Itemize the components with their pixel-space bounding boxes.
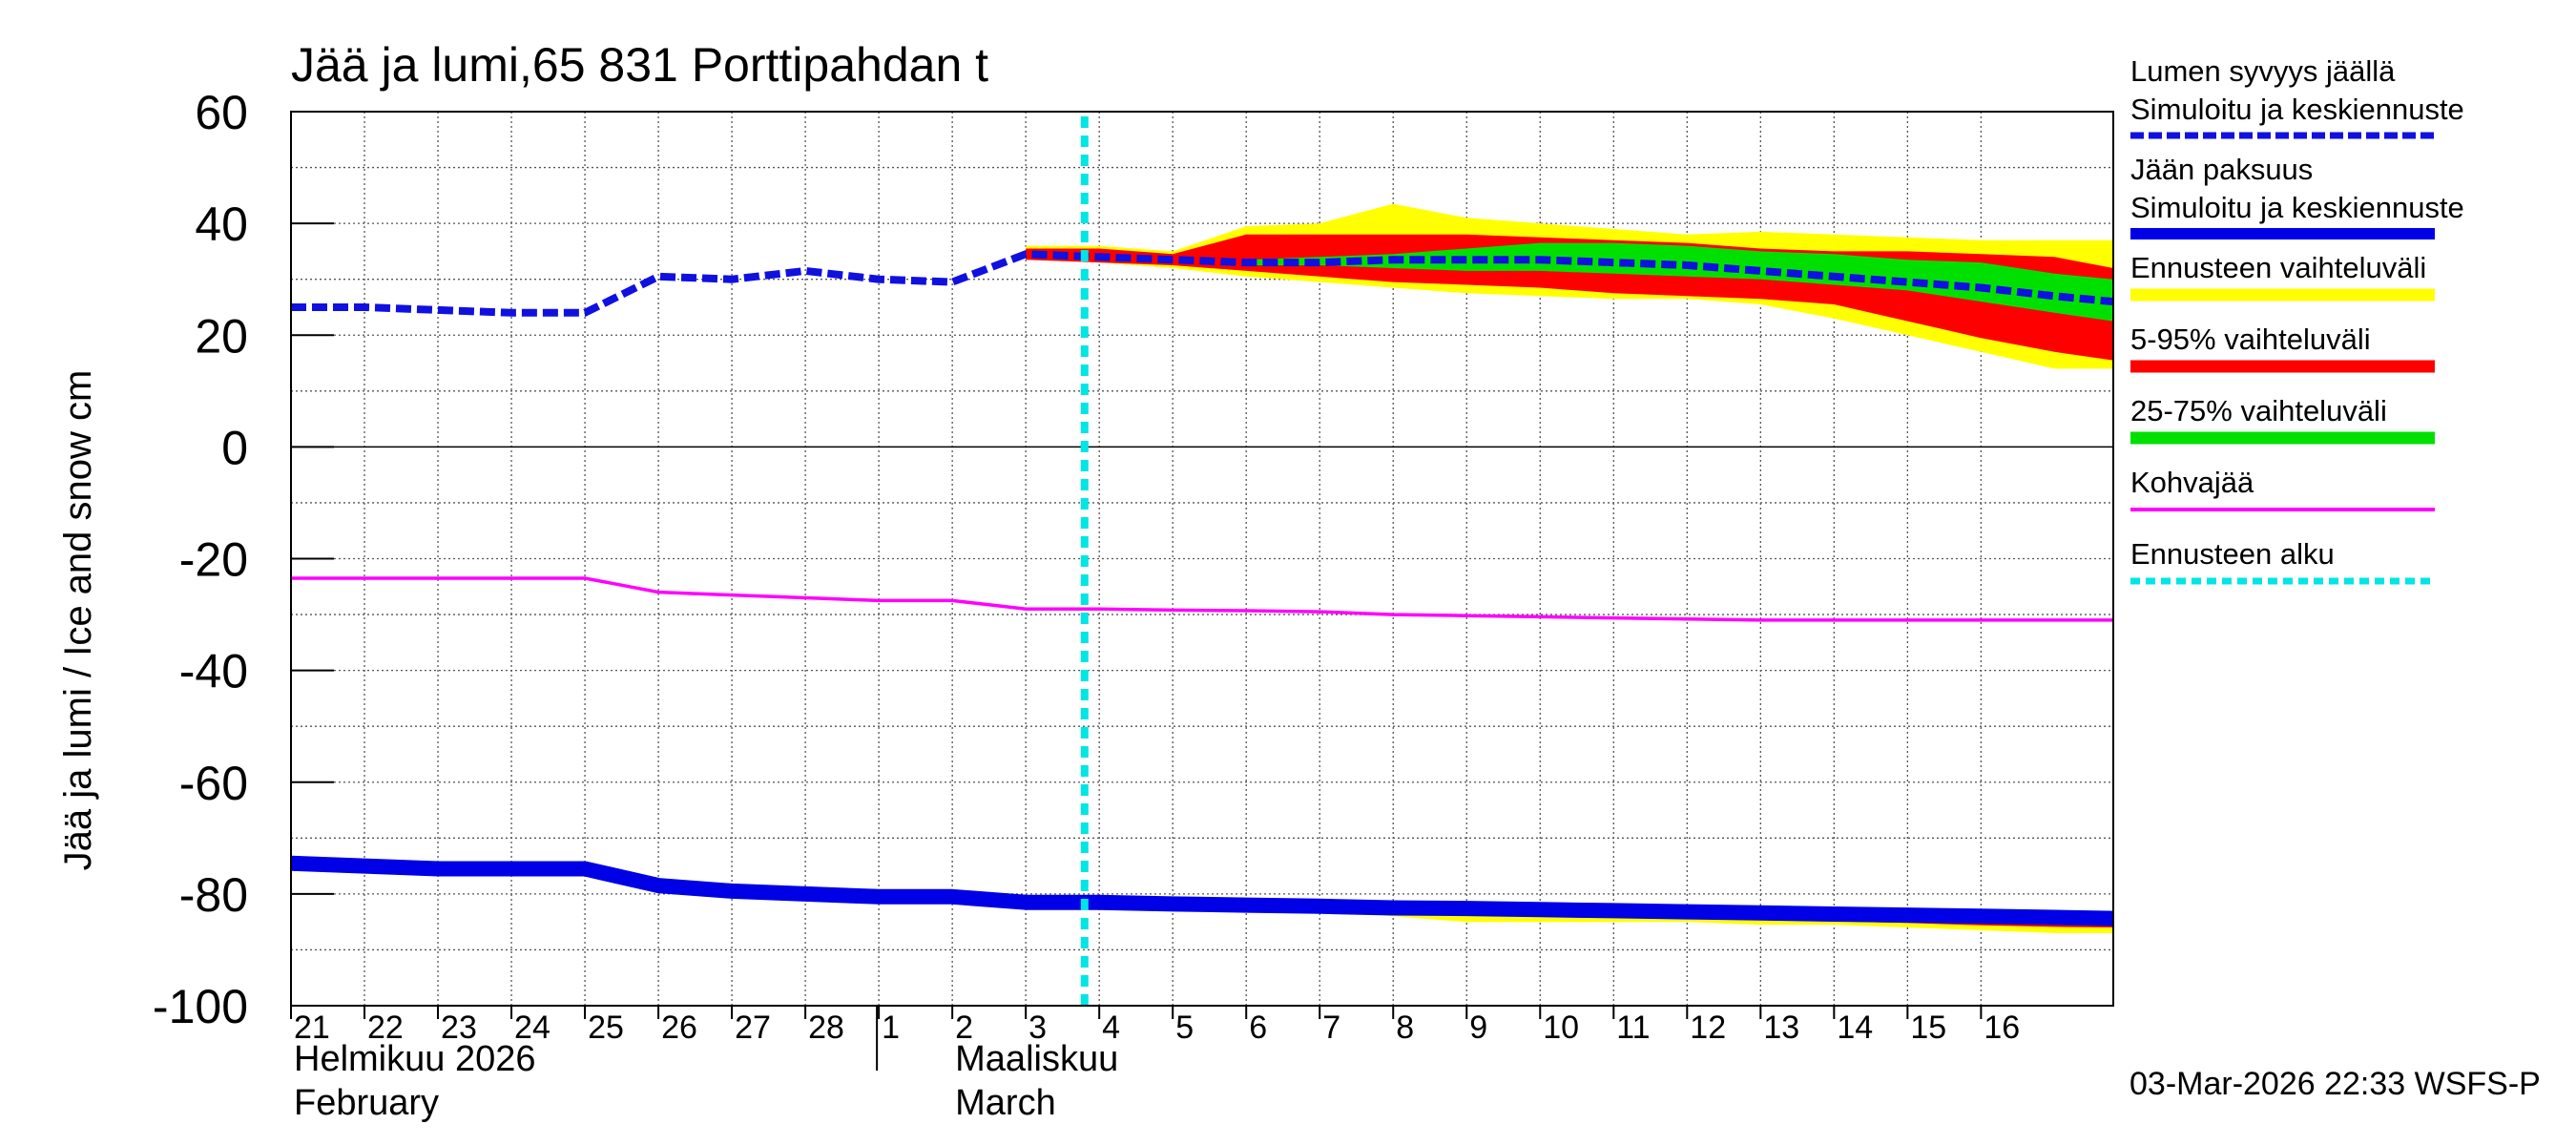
legend-label: Ennusteen vaihteluväli: [2130, 251, 2426, 284]
x-tick-label: 4: [1102, 1010, 1120, 1046]
y-tick-label: 0: [221, 421, 248, 474]
legend-label: 25-75% vaihteluväli: [2130, 394, 2387, 427]
y-tick-label: -60: [179, 757, 248, 810]
x-tick-label: 11: [1616, 1010, 1650, 1046]
ice-range-full-band: [1026, 902, 2113, 933]
x-tick-label: 8: [1396, 1010, 1414, 1046]
x-tick-label: 1: [882, 1010, 900, 1046]
snow-depth-line: [291, 250, 2114, 317]
y-axis-label: Jää ja lumi / Ice and snow cm: [57, 370, 99, 871]
y-tick-label: -20: [179, 533, 248, 587]
x-tick-label: 21: [294, 1010, 330, 1046]
x-tick-label: 16: [1984, 1010, 2020, 1046]
x-tick-label: 26: [661, 1010, 697, 1046]
y-tick-label: -80: [179, 868, 248, 922]
x-tick-label: 22: [367, 1010, 404, 1046]
legend-label: Lumen syvyys jäällä: [2130, 54, 2396, 88]
month-label-en: February: [294, 1083, 439, 1123]
x-tick-label: 15: [1910, 1010, 1946, 1046]
x-tick-label: 13: [1763, 1010, 1799, 1046]
month-label-en: March: [955, 1083, 1056, 1123]
slush-ice-line: [291, 576, 2113, 622]
y-tick-label: -100: [153, 980, 248, 1033]
month-label-fi: Maaliskuu: [955, 1039, 1118, 1079]
x-tick-label: 12: [1690, 1010, 1726, 1046]
timestamp: 03-Mar-2026 22:33 WSFS-P: [2129, 1066, 2541, 1102]
x-tick-label: 27: [735, 1010, 771, 1046]
x-tick-label: 23: [441, 1010, 477, 1046]
y-tick-label: 20: [195, 309, 248, 363]
ice-thickness-line: [290, 855, 2114, 926]
x-tick-label: 25: [588, 1010, 624, 1046]
legend: Lumen syvyys jäällä Simuloitu ja keskienn…: [2130, 54, 2464, 585]
x-tick-label: 28: [808, 1010, 844, 1046]
legend-label: Kohvajää: [2130, 466, 2254, 499]
y-tick-label: 40: [195, 198, 248, 251]
x-tick-label: 10: [1543, 1010, 1579, 1046]
x-tick-label: 5: [1175, 1010, 1194, 1046]
x-tick-label: 2: [955, 1010, 973, 1046]
legend-label: 5-95% vaihteluväli: [2130, 323, 2371, 356]
x-tick-label: 6: [1249, 1010, 1267, 1046]
legend-label: Jään paksuus: [2130, 153, 2313, 186]
x-tick-label: 3: [1028, 1010, 1047, 1046]
legend-label: Ennusteen alku: [2130, 537, 2335, 571]
month-label-fi: Helmikuu 2026: [294, 1039, 535, 1079]
x-tick-label: 24: [514, 1010, 551, 1046]
chart-title: Jää ja lumi,65 831 Porttipahdan t: [291, 38, 988, 92]
y-tick-label: 60: [195, 86, 248, 139]
legend-label: Simuloitu ja keskiennuste: [2130, 191, 2464, 224]
legend-label: Simuloitu ja keskiennuste: [2130, 93, 2464, 126]
x-tick-label: 14: [1837, 1010, 1873, 1046]
x-tick-label: 9: [1469, 1010, 1487, 1046]
y-tick-label: -40: [179, 645, 248, 698]
x-tick-label: 7: [1322, 1010, 1340, 1046]
